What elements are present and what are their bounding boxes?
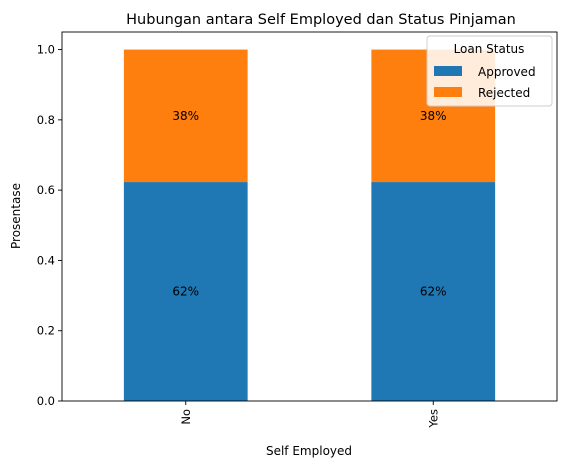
bar-label-rejected-yes: 38%: [420, 109, 447, 123]
bar-rejected-no: [123, 49, 248, 183]
x-axis: No Yes: [179, 401, 440, 429]
chart-title: Hubungan antara Self Employed dan Status…: [126, 12, 516, 28]
bar-label-approved-yes: 62%: [420, 285, 447, 299]
bar-label-rejected-no: 38%: [172, 109, 199, 123]
y-axis-label: Prosentase: [9, 183, 23, 249]
bar-approved-yes: [371, 182, 496, 401]
y-tick-label: 0.4: [37, 253, 55, 267]
y-axis: 0.0 0.2 0.4 0.6 0.8 1.0: [37, 43, 62, 408]
plot-frame: [61, 31, 558, 402]
legend-items: Approved Rejected: [434, 65, 536, 100]
legend: Loan Status Approved Rejected: [426, 35, 553, 107]
y-tick-label: 1.0: [37, 43, 55, 57]
bar-labels: 62% 38% 62% 38%: [172, 109, 446, 299]
legend-swatch-rejected: [434, 87, 462, 97]
legend-label-rejected: Rejected: [478, 86, 530, 100]
legend-swatch-approved: [434, 66, 462, 76]
legend-label-approved: Approved: [478, 65, 536, 79]
bar-approved-no: [123, 182, 248, 401]
y-tick-label: 0.6: [37, 183, 55, 197]
x-axis-label: Self Employed: [266, 444, 352, 458]
x-tick-label-yes: Yes: [426, 409, 440, 429]
y-tick-label: 0.0: [37, 394, 55, 408]
y-tick-label: 0.8: [37, 113, 55, 127]
x-tick-label-no: No: [179, 409, 193, 425]
bar-label-approved-no: 62%: [172, 285, 199, 299]
legend-title: Loan Status: [454, 42, 525, 56]
y-tick-label: 0.2: [37, 324, 55, 338]
